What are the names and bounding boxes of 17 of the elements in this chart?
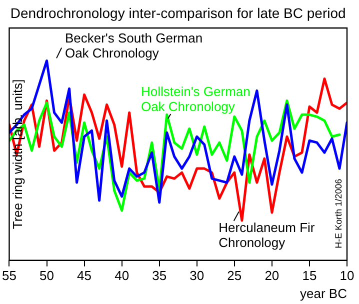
x-tick-label: 30 [190,268,204,283]
x-tick-label: 45 [77,268,92,283]
series-label: Herculaneum Fir Chronology [218,220,316,250]
x-tick-label: 15 [302,268,317,283]
series-label: Becker's South German Oak Chronology [64,30,203,61]
x-tick-label: 10 [340,268,354,283]
x-tick-label: 20 [264,268,280,283]
x-tick-label: 25 [227,268,242,283]
chart-title: Dendrochronology inter-comparison for late BC period [10,4,346,21]
x-tick-label: 40 [114,268,130,283]
annotation: H-E Korth 1/2006 [333,178,344,248]
x-tick-label: 50 [40,268,54,283]
y-axis-title: Tree ring width [arb. units] [10,79,25,230]
series-label: Hollstein's German Oak Chronology [140,84,250,114]
x-tick-label: 35 [152,268,167,283]
x-tick-label: 55 [2,268,16,283]
x-axis-title: year BC [300,286,347,302]
